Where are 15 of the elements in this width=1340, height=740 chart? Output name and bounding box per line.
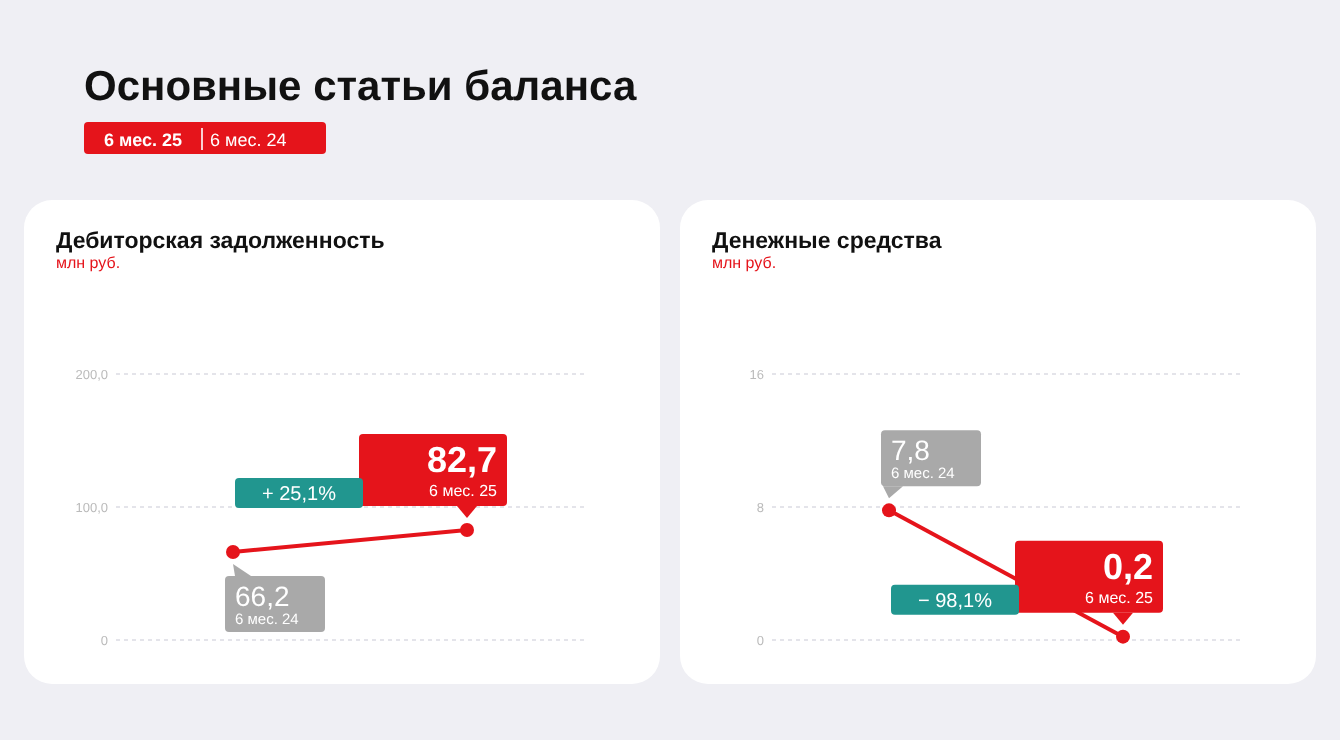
annotation: 6 мес. 25 bbox=[1085, 588, 1155, 607]
chart-subtitle: млн руб. bbox=[712, 254, 777, 272]
chart-title: Денежные средства bbox=[712, 230, 943, 254]
annotation: − 98,1% bbox=[918, 590, 993, 613]
text: 7,8 bbox=[891, 434, 930, 467]
text: 82,7 bbox=[426, 440, 497, 481]
chart-title: Дебиторская задолженность bbox=[56, 230, 385, 254]
chart-subtitle: млн руб. bbox=[56, 254, 121, 272]
text: 6 мес. 24 bbox=[210, 130, 287, 150]
annotation: 6 мес. 25 bbox=[429, 482, 499, 501]
text: Основные статьи баланса bbox=[84, 64, 637, 110]
annotation: + 25,1% bbox=[262, 484, 337, 507]
text: 0,2 bbox=[1102, 546, 1153, 587]
text: 6 мес. 25 bbox=[104, 130, 183, 150]
text: 66,2 bbox=[235, 579, 290, 612]
